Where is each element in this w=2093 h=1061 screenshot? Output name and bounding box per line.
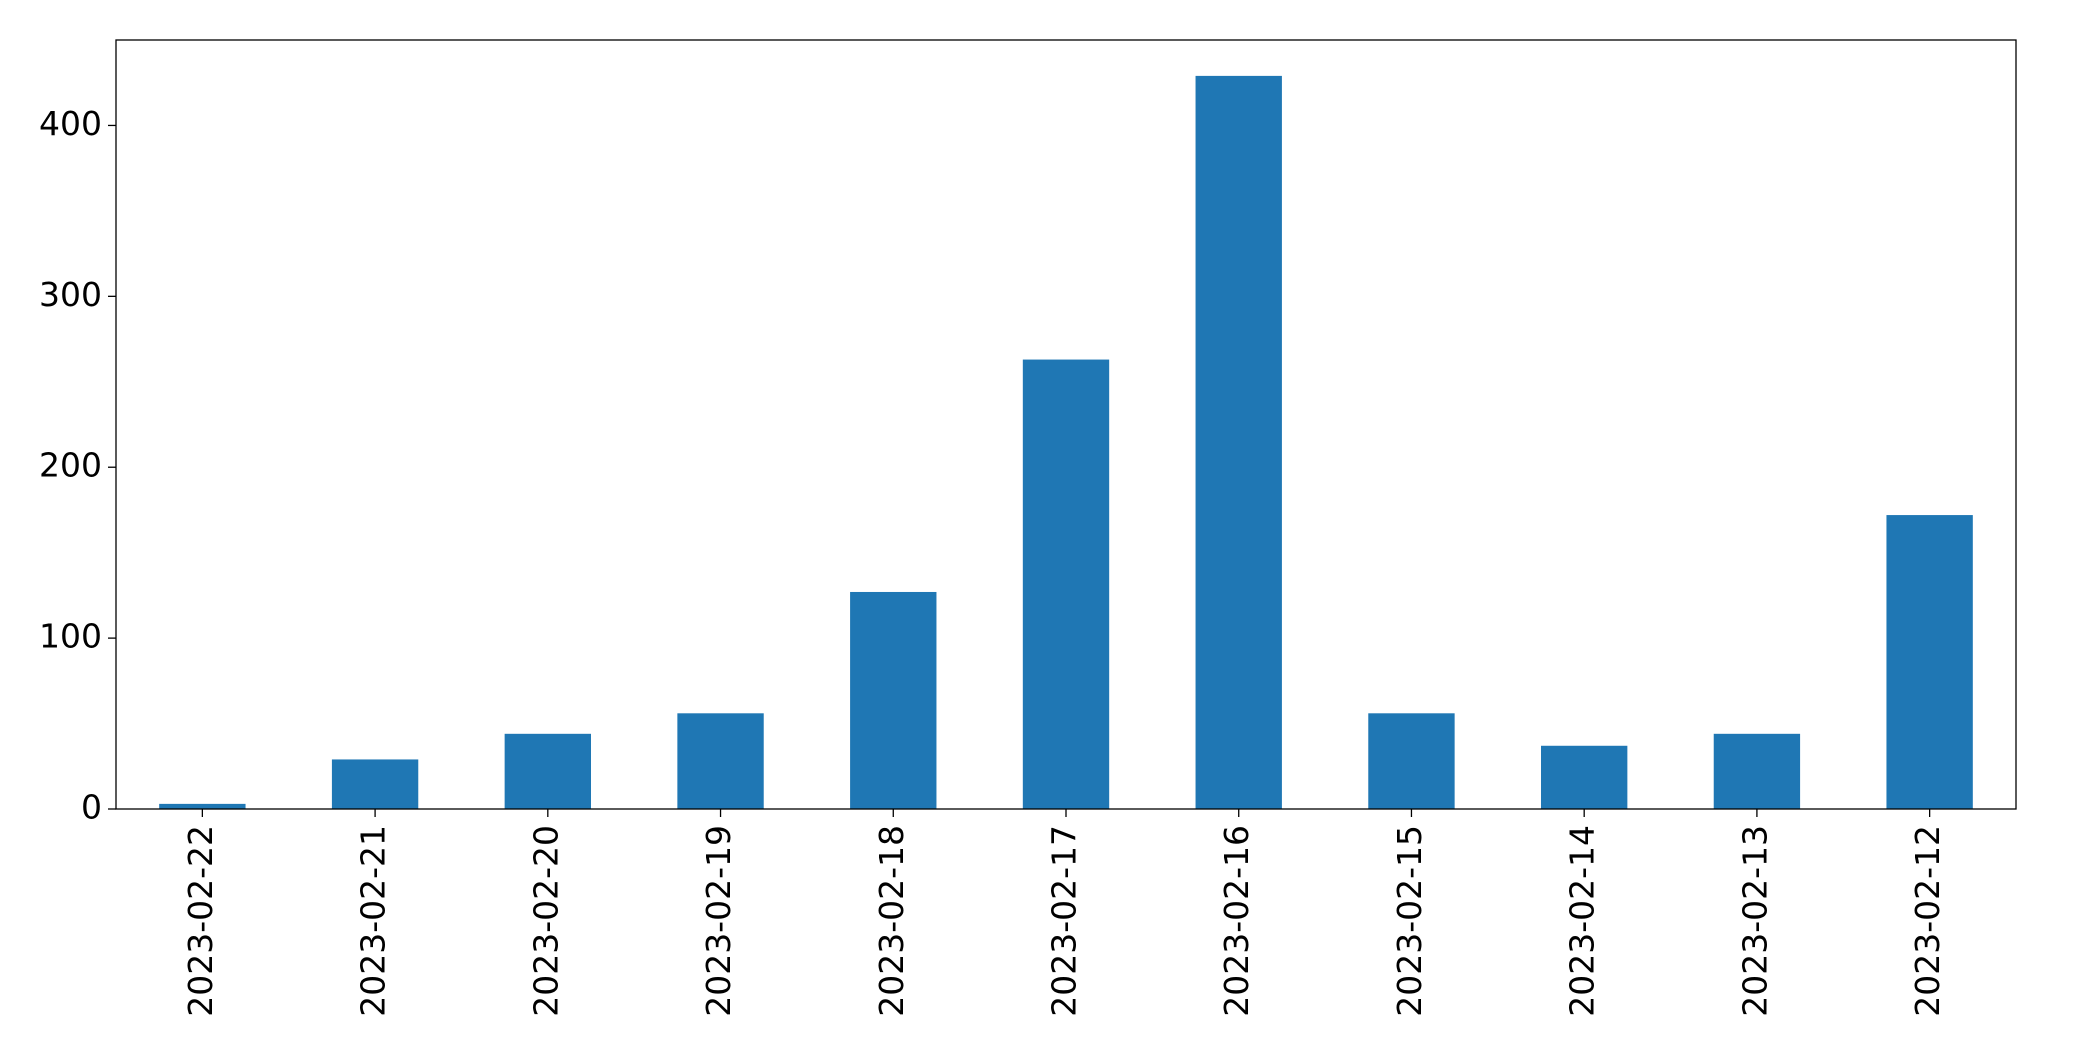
y-tick-label: 400 [39,104,102,143]
plot-frame [115,39,2017,810]
bar [1541,745,1628,809]
x-tick-label: 2023-02-22 [181,825,220,1017]
x-tick-label: 2023-02-21 [354,825,393,1017]
x-tick-label: 2023-02-13 [1735,825,1774,1017]
x-tick-label: 2023-02-16 [1217,825,1256,1017]
bar [159,803,246,809]
bar [1713,733,1801,809]
x-tick-label: 2023-02-18 [872,825,911,1017]
bar [850,591,937,809]
y-tick-label: 300 [39,275,102,314]
bar [1886,515,1973,809]
x-tick-label: 2023-02-14 [1563,825,1602,1017]
bar [1022,359,1110,809]
bar [1195,75,1282,810]
x-tick-label: 2023-02-19 [699,825,738,1017]
x-tick-label: 2023-02-12 [1908,825,1947,1017]
bar [504,733,591,809]
bar [1368,713,1455,809]
y-tick-label: 200 [39,446,102,485]
y-tick-label: 100 [39,617,102,656]
x-tick-label: 2023-02-17 [1045,825,1084,1017]
bar [677,713,764,809]
y-tick-label: 0 [81,788,102,827]
x-tick-label: 2023-02-20 [526,825,565,1017]
bar [331,759,419,809]
x-tick-label: 2023-02-15 [1390,825,1429,1017]
